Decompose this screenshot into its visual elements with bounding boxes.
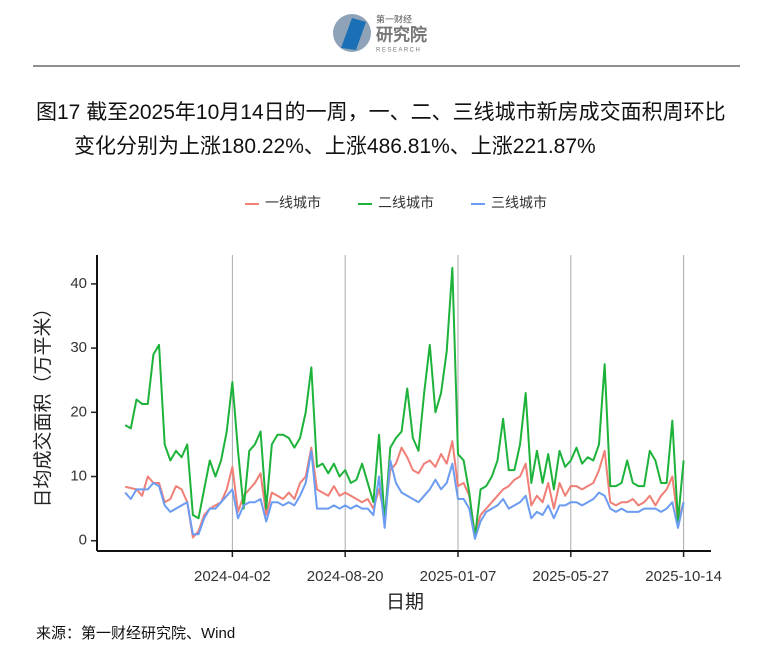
logo: 第一财经 研究院 RESEARCH <box>333 13 427 54</box>
y-tick-label: 10 <box>70 467 87 484</box>
y-tick-label: 40 <box>70 275 87 292</box>
legend-label: 二线城市 <box>378 195 434 211</box>
y-tick-label: 0 <box>79 532 87 549</box>
series-line <box>124 440 685 539</box>
source: 来源：第一财经研究院、Wind <box>36 625 236 642</box>
logo-name: 第一财经 <box>376 13 412 24</box>
x-tick-label: 2025-05-27 <box>532 568 609 585</box>
y-tick-label: 20 <box>70 403 87 420</box>
legend-label: 三线城市 <box>491 195 547 211</box>
chart-title: 图17 截至2025年10月14日的一周，一、二、三线城市新房成交面积周环比变化… <box>36 101 726 158</box>
series-line <box>124 449 685 540</box>
y-axis-label: 日均成交面积（万平米） <box>32 298 54 507</box>
logo-unit: 研究院 <box>376 24 427 44</box>
x-tick-label: 2025-01-07 <box>420 568 497 585</box>
legend-label: 一线城市 <box>265 195 321 211</box>
x-axis-label: 日期 <box>386 591 424 613</box>
x-tick-label: 2024-08-20 <box>307 568 384 585</box>
series-line <box>124 266 685 539</box>
x-tick-label: 2025-10-14 <box>645 568 722 585</box>
logo-sub: RESEARCH <box>376 48 421 54</box>
x-tick-label: 2024-04-02 <box>194 568 271 585</box>
y-tick-label: 30 <box>70 339 87 356</box>
logo-mark <box>341 18 366 50</box>
